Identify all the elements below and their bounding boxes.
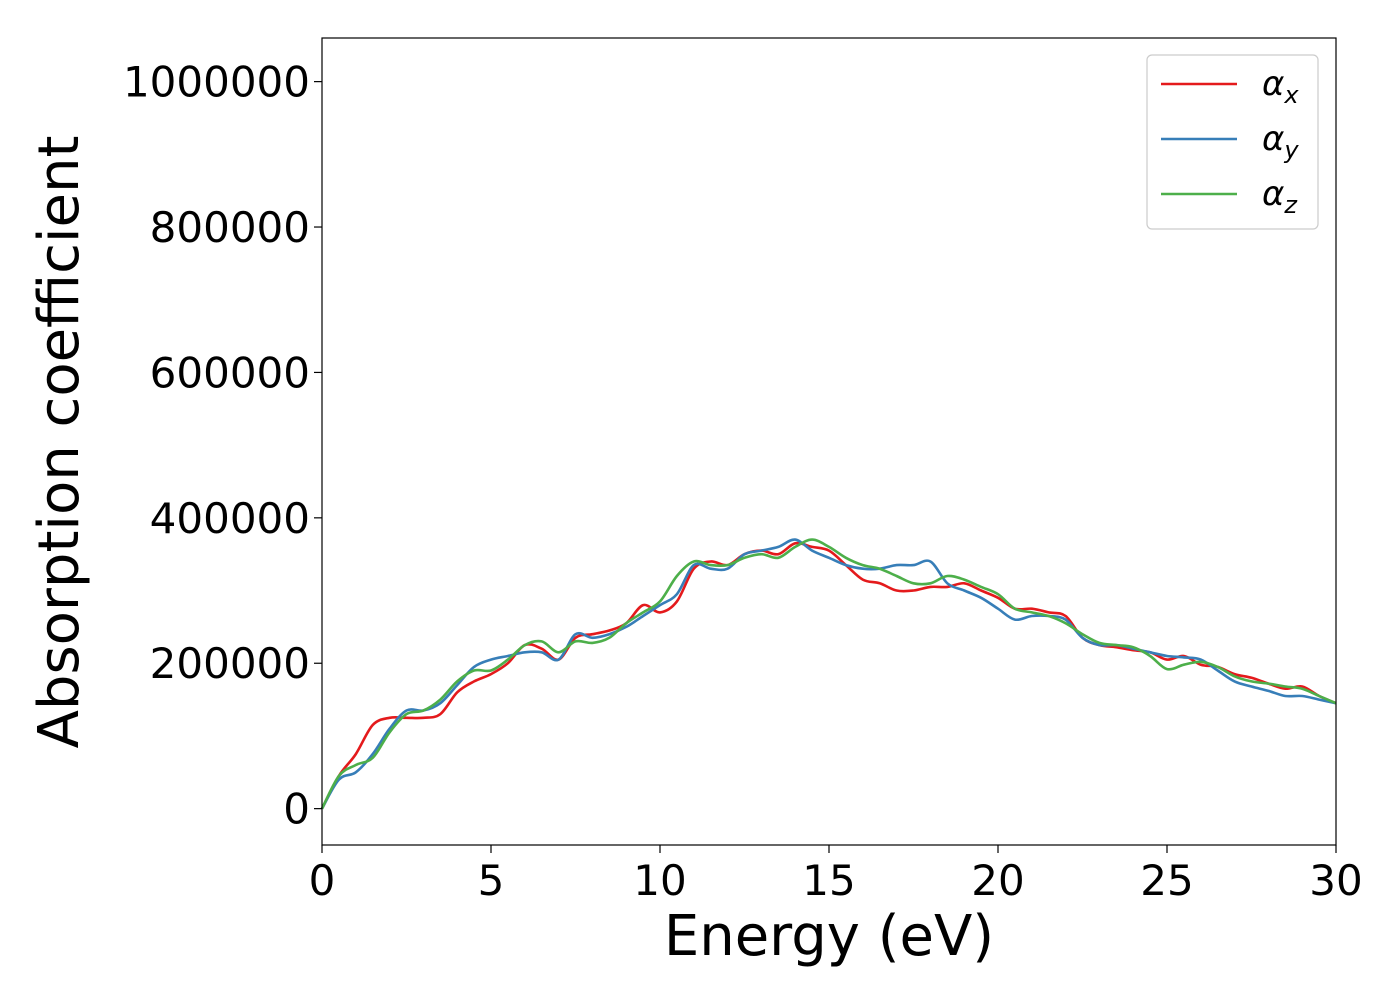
legend-label-x: αx	[1262, 64, 1299, 109]
x-tick-label: 15	[802, 856, 855, 905]
x-axis-ticks: 0 5 10 15 20 25 30	[309, 845, 1363, 905]
legend-label-y: αy	[1262, 119, 1299, 164]
y-tick-label: 0	[283, 785, 310, 834]
y-axis-ticks: 0 200000 400000 600000 800000 1000000	[123, 58, 322, 834]
y-tick-label: 600000	[150, 348, 310, 397]
y-tick-label: 200000	[150, 639, 310, 688]
y-tick-label: 1000000	[123, 58, 310, 107]
legend-label-z: αz	[1262, 174, 1298, 219]
x-tick-label: 20	[971, 856, 1024, 905]
legend: αx αy αz	[1146, 54, 1319, 230]
x-tick-label: 30	[1309, 856, 1362, 905]
y-tick-label: 800000	[150, 203, 310, 252]
series-line-y	[320, 538, 1337, 810]
x-tick-label: 25	[1140, 856, 1193, 905]
series-line-z	[320, 538, 1337, 810]
x-tick-label: 0	[309, 856, 336, 905]
y-tick-label: 400000	[150, 494, 310, 543]
legend-box	[1146, 54, 1319, 230]
x-tick-label: 10	[633, 856, 686, 905]
series-line-x	[320, 541, 1337, 810]
x-tick-label: 5	[478, 856, 505, 905]
x-axis-title: Energy (eV)	[664, 904, 994, 969]
series-lines	[320, 538, 1337, 810]
y-axis-title: Absorption coefficient	[27, 136, 92, 749]
